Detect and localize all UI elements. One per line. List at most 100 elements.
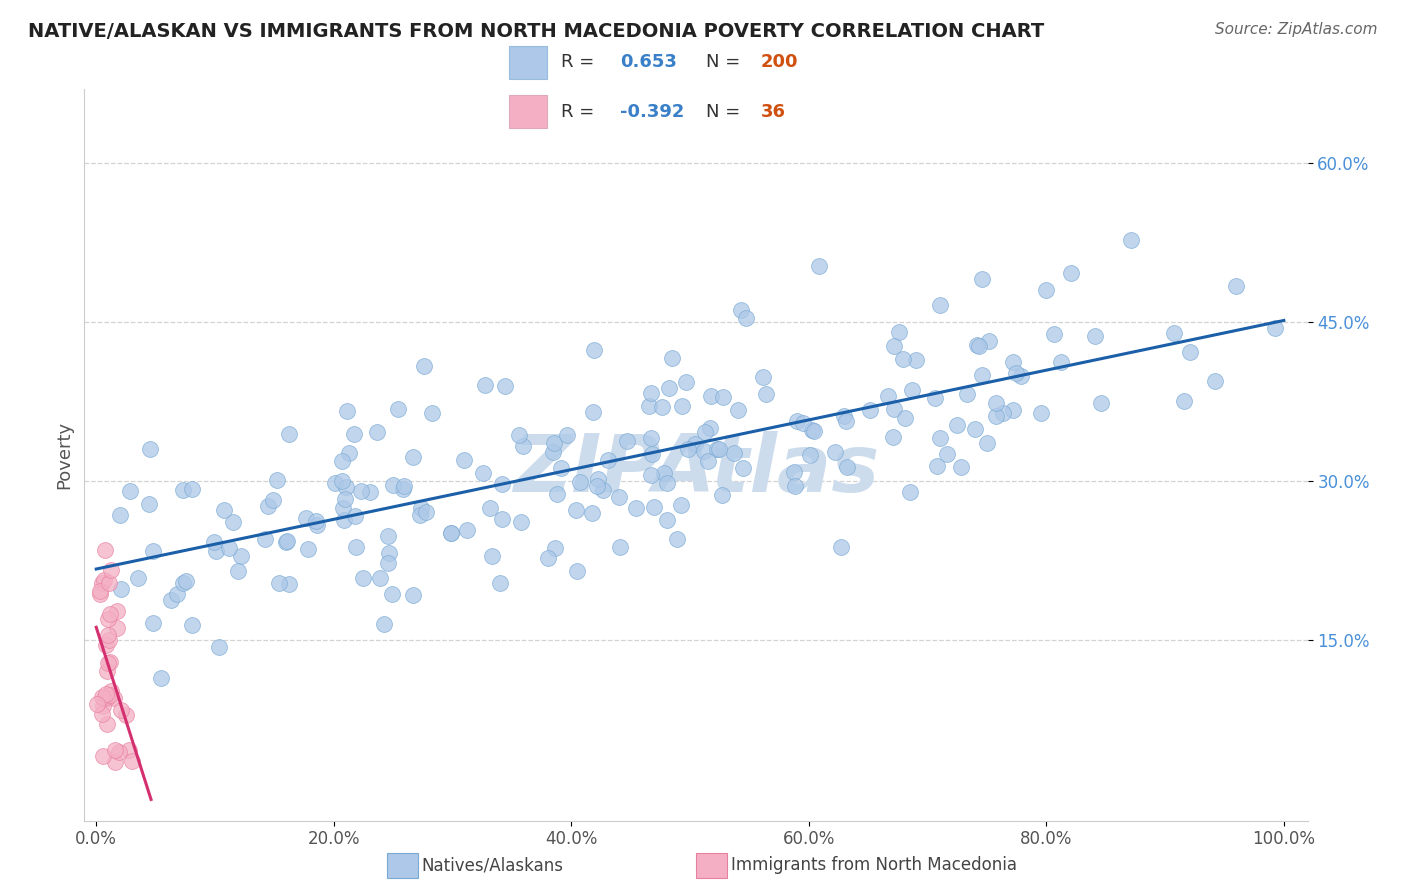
Point: [142, 544, 165, 558]
Point: [835, 414, 858, 428]
Point: [697, 454, 720, 468]
Point: [337, 446, 360, 460]
Point: [616, 434, 638, 448]
Point: [335, 492, 357, 507]
Point: [1173, 394, 1195, 409]
Point: [159, 593, 181, 607]
Point: [297, 542, 319, 557]
Point: [208, 640, 231, 654]
Point: [411, 500, 433, 515]
Point: [86, 697, 108, 711]
Point: [693, 425, 716, 439]
Point: [266, 474, 288, 488]
Point: [377, 529, 399, 543]
Point: [105, 604, 128, 618]
Point: [139, 442, 162, 456]
Point: [440, 525, 463, 540]
Point: [370, 571, 392, 585]
Point: [110, 582, 132, 596]
Point: [1004, 366, 1026, 380]
Point: [104, 756, 127, 770]
Point: [305, 517, 328, 532]
Point: [640, 385, 662, 400]
Point: [89, 587, 111, 601]
Point: [541, 445, 564, 459]
Point: [783, 478, 806, 492]
Point: [1001, 402, 1024, 417]
Point: [181, 618, 204, 632]
Point: [568, 475, 591, 489]
Point: [305, 515, 328, 529]
Point: [676, 442, 699, 457]
Point: [359, 485, 381, 500]
Text: N =: N =: [706, 103, 745, 120]
Point: [392, 479, 415, 493]
Point: [91, 699, 114, 714]
Text: NATIVE/ALASKAN VS IMMIGRANTS FROM NORTH MACEDONIA POVERTY CORRELATION CHART: NATIVE/ALASKAN VS IMMIGRANTS FROM NORTH …: [28, 22, 1045, 41]
Point: [456, 523, 478, 537]
Point: [582, 343, 605, 357]
Text: 0.653: 0.653: [620, 54, 676, 71]
Point: [202, 534, 225, 549]
Point: [478, 500, 501, 515]
Point: [658, 381, 681, 395]
Point: [267, 576, 290, 591]
Text: ZIPAtlas: ZIPAtlas: [513, 431, 879, 508]
Point: [830, 540, 852, 554]
Point: [1084, 329, 1107, 343]
Point: [474, 378, 496, 392]
Point: [800, 423, 823, 437]
Point: [142, 615, 165, 630]
Point: [97, 628, 120, 642]
Point: [91, 707, 114, 722]
Point: [1090, 395, 1112, 409]
Point: [350, 484, 373, 499]
Point: [706, 442, 728, 456]
Point: [381, 478, 404, 492]
Point: [440, 525, 463, 540]
Text: Natives/Alaskans: Natives/Alaskans: [422, 856, 564, 874]
Point: [1264, 320, 1286, 334]
Point: [592, 483, 614, 497]
Point: [231, 549, 253, 564]
Y-axis label: Poverty: Poverty: [55, 421, 73, 489]
Point: [91, 690, 114, 705]
Point: [832, 409, 855, 423]
Point: [1180, 345, 1202, 359]
Point: [655, 475, 678, 490]
Point: [609, 540, 631, 554]
Point: [508, 428, 530, 442]
Point: [970, 368, 993, 383]
Point: [929, 431, 952, 445]
Point: [936, 447, 959, 461]
Point: [402, 588, 425, 602]
Point: [924, 391, 946, 405]
Point: [898, 484, 921, 499]
Point: [344, 541, 367, 555]
Point: [415, 505, 437, 519]
Point: [121, 754, 143, 768]
Point: [97, 633, 120, 648]
Point: [550, 460, 572, 475]
Point: [481, 549, 503, 563]
Point: [699, 421, 721, 435]
Point: [693, 443, 716, 458]
Text: 200: 200: [761, 54, 799, 71]
Point: [98, 655, 121, 669]
Point: [901, 383, 924, 397]
Point: [544, 541, 567, 555]
Point: [100, 684, 122, 698]
Point: [700, 389, 723, 403]
Point: [970, 272, 993, 286]
Point: [472, 467, 495, 481]
Point: [100, 563, 122, 577]
Point: [651, 401, 673, 415]
Point: [98, 607, 121, 621]
FancyBboxPatch shape: [509, 46, 547, 78]
FancyBboxPatch shape: [509, 95, 547, 128]
Point: [637, 399, 659, 413]
Point: [586, 472, 609, 486]
Point: [626, 501, 648, 516]
Point: [166, 587, 188, 601]
Point: [205, 544, 228, 558]
